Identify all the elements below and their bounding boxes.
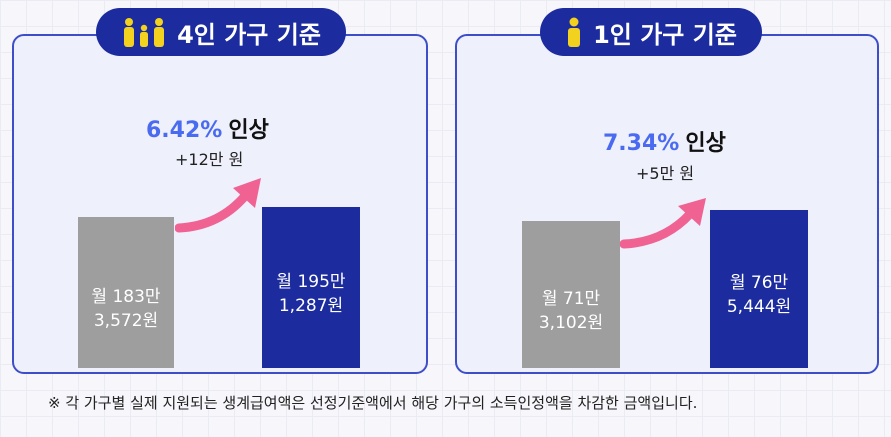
percent-increase: 6.42% 인상 bbox=[146, 112, 269, 144]
increase-amount: +5만 원 bbox=[636, 164, 695, 183]
bar-label-line2: 5,444원 bbox=[726, 297, 792, 317]
increase-arrow-icon bbox=[620, 198, 706, 249]
panel-title-tab: 1인 가구 기준 bbox=[540, 8, 762, 56]
increase-arrow-icon bbox=[175, 178, 261, 233]
bar-value-label: 월 71만 3,102원 bbox=[522, 287, 620, 335]
footnote: ※ 각 가구별 실제 지원되는 생계급여액은 선정기준액에서 해당 가구의 소득… bbox=[48, 394, 698, 412]
family-icon bbox=[124, 18, 165, 47]
percent-word: 인상 bbox=[228, 118, 269, 143]
percent-value: 7.34% bbox=[603, 131, 680, 156]
percent-value: 6.42% bbox=[146, 118, 223, 143]
increase-amount: +12만 원 bbox=[175, 150, 244, 169]
bar-value-label: 월 195만 1,287원 bbox=[262, 270, 360, 318]
bar-value-label: 월 76만 5,444원 bbox=[710, 271, 808, 319]
bar-before bbox=[522, 221, 620, 368]
bar-after bbox=[262, 207, 360, 368]
bar-label-line2: 3,102원 bbox=[538, 312, 604, 333]
panel-title: 1인 가구 기준 bbox=[593, 20, 737, 49]
bar-label-line1: 월 183만 bbox=[91, 286, 161, 307]
panel-title-tab: 4인 가구 기준 bbox=[96, 8, 346, 56]
percent-word: 인상 bbox=[685, 131, 726, 156]
person-icon bbox=[568, 17, 581, 47]
panel-title: 4인 가구 기준 bbox=[177, 20, 321, 49]
bar-value-label: 월 183만 3,572원 bbox=[78, 285, 174, 333]
bar-label-line1: 월 76만 bbox=[729, 273, 789, 293]
bar-label-line2: 1,287원 bbox=[278, 295, 344, 316]
bar-label-line1: 월 195만 bbox=[276, 271, 346, 292]
bar-after bbox=[710, 210, 808, 368]
percent-increase: 7.34% 인상 bbox=[603, 125, 726, 157]
bar-label-line2: 3,572원 bbox=[93, 310, 159, 331]
bar-label-line1: 월 71만 bbox=[541, 288, 601, 309]
bar-before bbox=[78, 217, 174, 368]
